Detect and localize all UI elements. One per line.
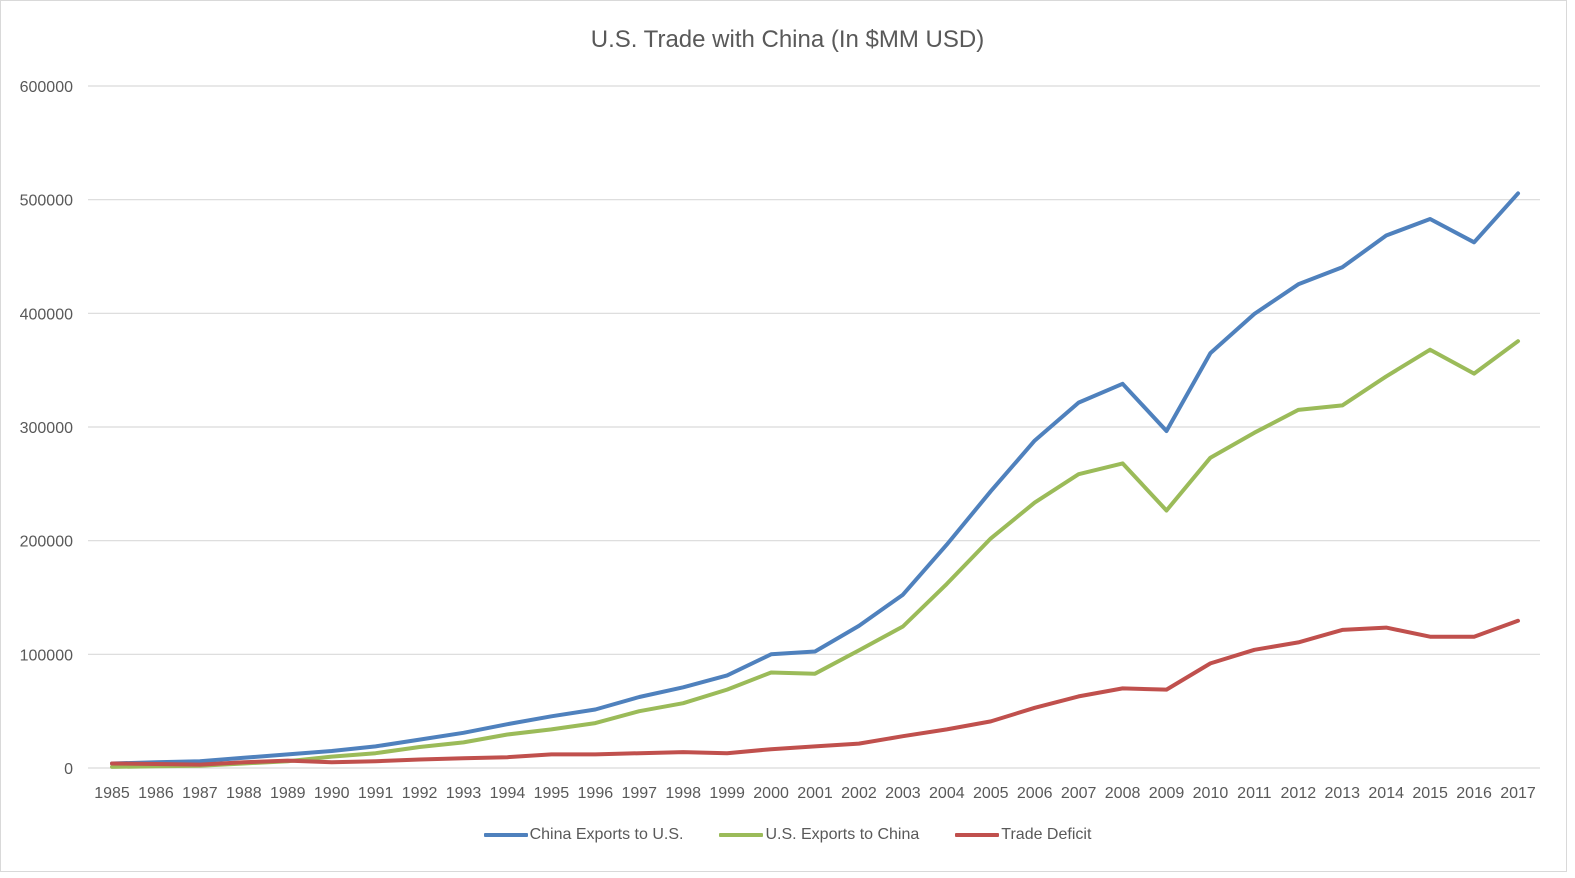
x-tick-label: 2015 bbox=[1412, 785, 1448, 802]
x-tick-label: 2010 bbox=[1193, 785, 1229, 802]
x-tick-label: 2011 bbox=[1237, 785, 1272, 802]
x-tick-label: 2014 bbox=[1368, 785, 1404, 802]
y-tick-label: 500000 bbox=[20, 193, 73, 210]
x-tick-label: 1989 bbox=[270, 785, 306, 802]
x-tick-label: 1985 bbox=[94, 785, 130, 802]
y-tick-label: 100000 bbox=[20, 647, 73, 664]
x-tick-label: 2000 bbox=[753, 785, 789, 802]
x-tick-label: 1994 bbox=[490, 785, 526, 802]
legend-swatch-us-exports bbox=[719, 833, 764, 837]
x-tick-label: 1992 bbox=[402, 785, 438, 802]
x-tick-label: 2004 bbox=[929, 785, 965, 802]
x-tick-label: 2007 bbox=[1061, 785, 1097, 802]
y-tick-label: 600000 bbox=[20, 79, 73, 96]
chart-title: U.S. Trade with China (In $MM USD) bbox=[590, 26, 985, 53]
x-tick-label: 1988 bbox=[226, 785, 262, 802]
legend-label-trade-deficit: Trade Deficit bbox=[1001, 826, 1092, 843]
x-tick-label: 1999 bbox=[709, 785, 745, 802]
x-tick-label: 2003 bbox=[885, 785, 921, 802]
x-tick-label: 1998 bbox=[665, 785, 701, 802]
x-tick-label: 2016 bbox=[1456, 785, 1492, 802]
legend-swatch-trade-deficit bbox=[955, 833, 1000, 837]
x-tick-label: 2005 bbox=[973, 785, 1009, 802]
x-tick-label: 1995 bbox=[534, 785, 570, 802]
x-tick-label: 1986 bbox=[138, 785, 174, 802]
legend-label-us-exports: U.S. Exports to China bbox=[765, 826, 920, 843]
legend-item-us-exports: U.S. Exports to China bbox=[719, 826, 919, 844]
legend-item-china-exports: China Exports to U.S. bbox=[483, 826, 684, 844]
x-tick-label: 1991 bbox=[358, 785, 394, 802]
y-tick-label: 0 bbox=[64, 761, 73, 778]
y-tick-label: 200000 bbox=[20, 534, 73, 551]
x-tick-label: 1997 bbox=[621, 785, 657, 802]
y-tick-label: 300000 bbox=[20, 420, 73, 437]
series-line-trade-deficit bbox=[110, 618, 1520, 767]
x-tick-label: 2002 bbox=[841, 785, 877, 802]
legend-item-trade-deficit: Trade Deficit bbox=[955, 826, 1091, 844]
x-tick-label: 1996 bbox=[578, 785, 614, 802]
x-tick-label: 2009 bbox=[1149, 785, 1185, 802]
x-tick-label: 2006 bbox=[1017, 785, 1053, 802]
series-line-china-exports-to-u-s bbox=[110, 191, 1520, 766]
x-tick-label: 1987 bbox=[182, 785, 218, 802]
legend: China Exports to U.S. U.S. Exports to Ch… bbox=[0, 826, 1575, 844]
x-tick-label: 2012 bbox=[1281, 785, 1317, 802]
x-tick-label: 2017 bbox=[1500, 785, 1536, 802]
x-tick-label: 2008 bbox=[1105, 785, 1141, 802]
x-tick-label: 1993 bbox=[446, 785, 482, 802]
legend-swatch-china-exports bbox=[483, 833, 528, 837]
x-tick-label: 2013 bbox=[1324, 785, 1360, 802]
legend-label-china-exports: China Exports to U.S. bbox=[529, 826, 684, 843]
x-tick-label: 2001 bbox=[797, 785, 833, 802]
x-tick-label: 1990 bbox=[314, 785, 350, 802]
y-tick-label: 400000 bbox=[20, 306, 73, 323]
series-line-u-s-exports-to-china bbox=[110, 339, 1520, 769]
